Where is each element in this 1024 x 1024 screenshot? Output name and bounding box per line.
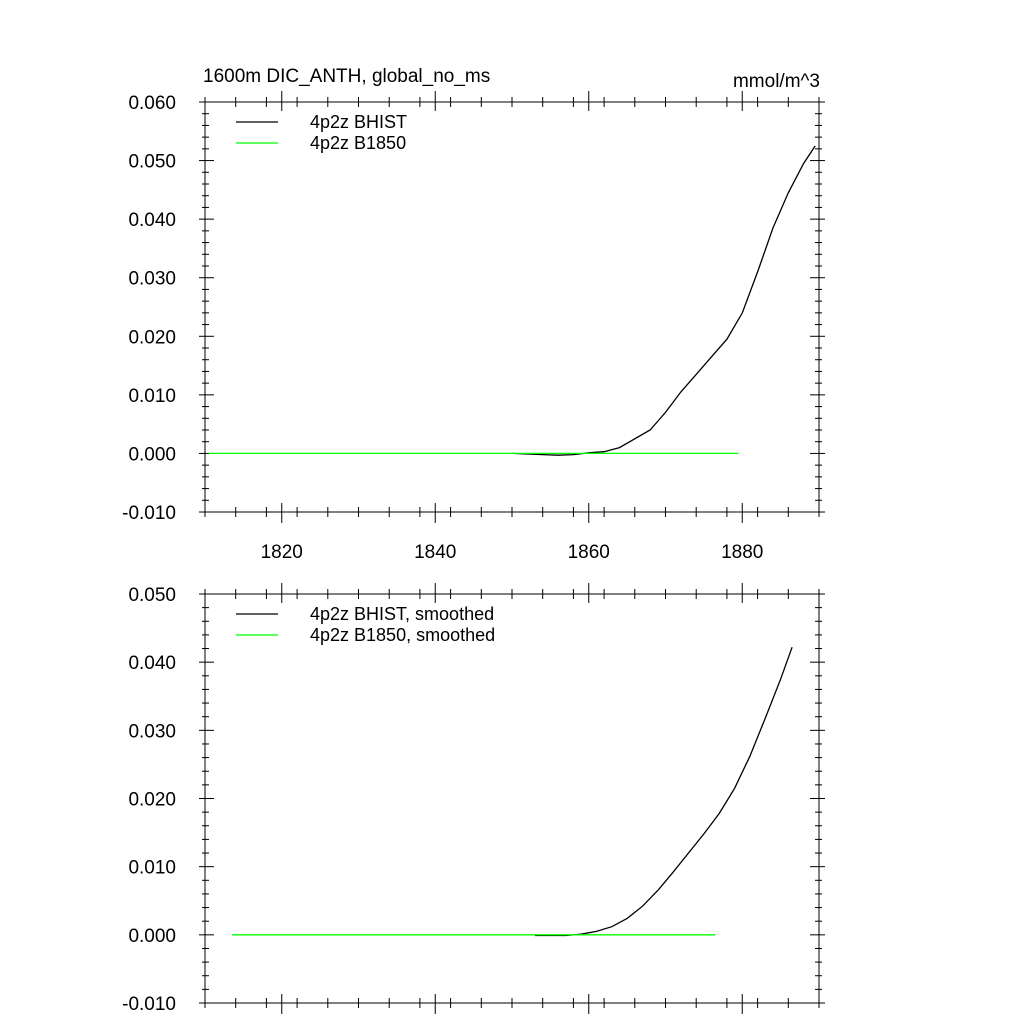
top-panel-marks: -0.010 0.000 0.010 0.020 0.030 0.040 0.050 0.06… [122,91,825,563]
top-panel-units: mmol/m^3 [733,71,820,92]
legend-label-2: 4p2z B1850 [310,133,406,153]
x-tick-label: 1820 [261,542,303,563]
y-tick-label: 0.060 [128,93,176,114]
y-tick-label: 0.010 [128,386,176,407]
legend-label-1: 4p2z BHIST, smoothed [310,604,494,624]
y-tick-label: 0.050 [128,152,176,173]
y-tick-label: 0.040 [128,653,176,674]
x-tick-label: 1880 [721,542,763,563]
y-tick-label: 0.030 [128,269,176,290]
top-panel-title: 1600m DIC_ANTH, global_no_ms [203,66,490,87]
y-tick-label: -0.010 [122,994,176,1015]
x-tick-label: 1860 [568,542,610,563]
y-tick-label: 0.020 [128,790,176,811]
legend-label-1: 4p2z BHIST [310,112,407,132]
y-tick-label: 0.030 [128,721,176,742]
y-tick-label: 0.040 [128,210,176,231]
y-tick-label: -0.010 [122,503,176,524]
plot-frame [204,101,820,513]
series-line-1 [535,646,793,937]
y-tick-label: 0.000 [128,926,176,947]
y-tick-label: 0.020 [128,327,176,348]
top-panel: 1600m DIC_ANTH, global_no_ms mmol/m^3 -0… [122,66,825,563]
legend-label-2: 4p2z B1850, smoothed [310,625,495,645]
y-tick-label: 0.000 [128,444,176,465]
plot-frame [204,593,820,1004]
y-tick-label: 0.010 [128,858,176,879]
series-line-1 [511,145,816,456]
y-tick-label: 0.050 [128,585,176,606]
x-tick-label: 1840 [414,542,456,563]
bottom-panel: -0.010 0.000 0.010 0.020 0.030 0.040 0.050 4p2z… [122,583,825,1015]
bottom-panel-marks: -0.010 0.000 0.010 0.020 0.030 0.040 0.050 4p2z… [122,583,825,1015]
